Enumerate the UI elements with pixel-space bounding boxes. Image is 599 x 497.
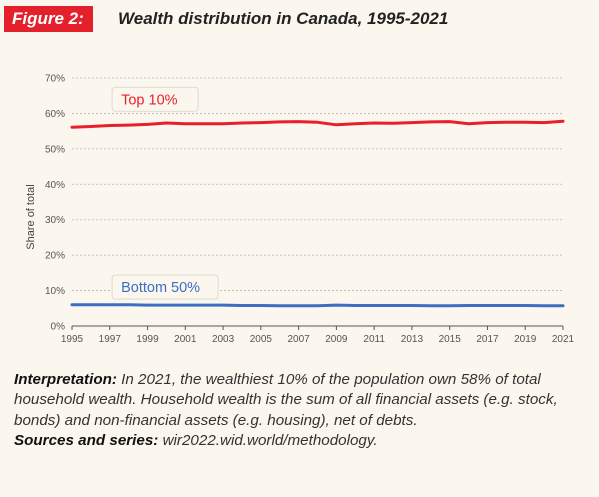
series-label-box-0: [111, 86, 199, 112]
y-tick-label: 50%: [45, 144, 65, 155]
x-tick-label: 2003: [212, 334, 235, 345]
y-tick-label: 0%: [51, 322, 66, 333]
x-tick-label: 2011: [363, 334, 385, 345]
interpretation-paragraph: Interpretation: In 2021, the wealthiest …: [14, 370, 592, 431]
y-tick-label: 30%: [45, 215, 65, 226]
line-chart: 0% 10% 20% 30% 40% 50% 60% 70% 1995 1997 1999 2001…: [25, 74, 575, 346]
y-tick-labels: 0% 10% 20% 30% 40% 50% 60% 70%: [45, 74, 65, 333]
series-line-0: [70, 119, 565, 129]
sources-text: wir2022.wid.world/methodology.: [158, 432, 378, 450]
y-tick-label: 70%: [45, 74, 65, 85]
x-tick-label: 1995: [61, 334, 84, 345]
y-tick-label: 10%: [45, 286, 65, 297]
y-tick-label: 60%: [45, 109, 65, 120]
y-tick-label: 20%: [45, 251, 65, 262]
figure-label: Figure 2:: [4, 6, 93, 32]
series-lines: [70, 119, 565, 308]
x-tick-label: 2017: [476, 334, 499, 345]
y-axis-label: Share of total: [25, 184, 37, 249]
x-tick-label: 1999: [136, 334, 159, 345]
x-tick-labels: 1995 1997 1999 2001 2003 2005 2007 2009 2011 2013…: [61, 326, 575, 345]
x-tick-label: 2015: [439, 334, 462, 345]
x-tick-label: 2013: [401, 334, 424, 345]
figure-title: Wealth distribution in Canada, 1995-2021: [118, 9, 449, 28]
series-labels: Top 10% Bottom 50%: [111, 86, 219, 300]
interpretation-text: In 2021, the wealthiest 10% of the popul…: [14, 371, 558, 429]
x-tick-label: 1997: [99, 334, 122, 345]
x-tick-label: 2005: [250, 334, 273, 345]
x-tick-label: 2009: [325, 334, 348, 345]
y-tick-label: 40%: [45, 180, 65, 191]
interpretation-label: Interpretation:: [14, 371, 117, 388]
x-tick-label: 2019: [514, 334, 537, 345]
figure-caption: Interpretation: In 2021, the wealthiest …: [14, 370, 592, 452]
x-tick-label: 2001: [174, 334, 197, 345]
series-label-1: Bottom 50%: [121, 280, 200, 296]
sources-label: Sources and series:: [14, 432, 159, 450]
series-label-box-1: [111, 274, 219, 300]
series-label-0: Top 10%: [121, 92, 178, 108]
figure-header: Figure 2: Wealth distribution in Canada,…: [0, 4, 599, 34]
x-tick-label: 2007: [287, 334, 310, 345]
x-tick-label: 2021: [552, 334, 575, 345]
sources-paragraph: Sources and series: wir2022.wid.world/me…: [14, 431, 592, 451]
series-line-1: [70, 303, 565, 308]
